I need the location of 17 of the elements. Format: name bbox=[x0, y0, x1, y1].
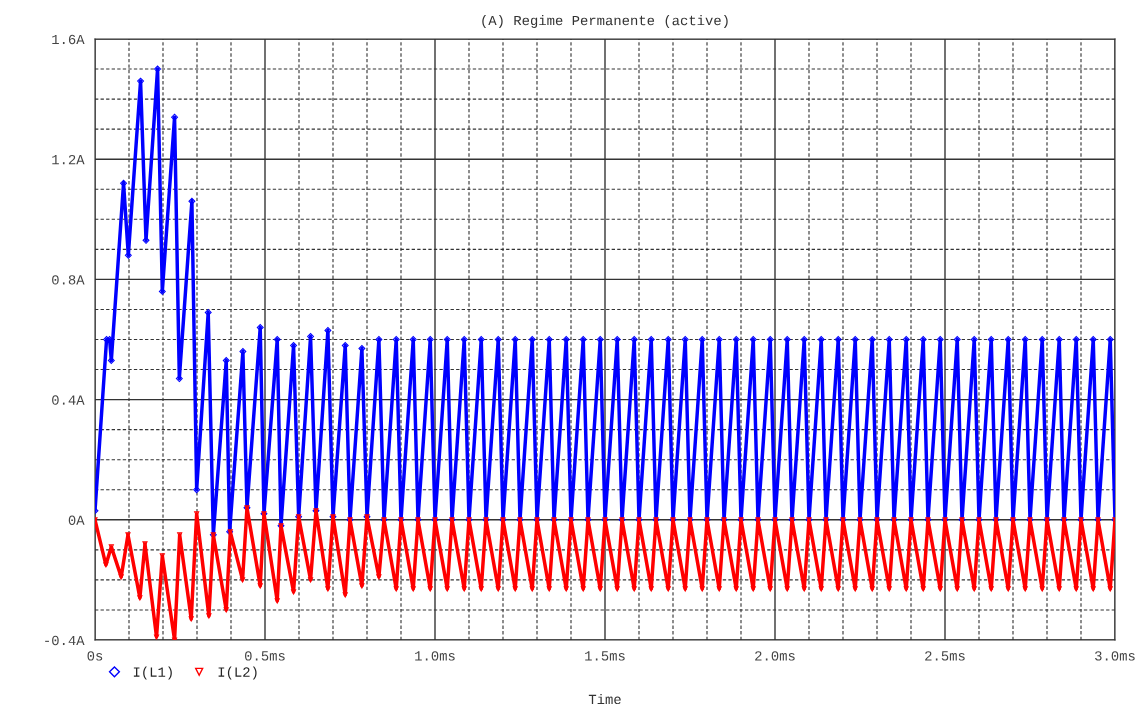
legend-label: I(L1) bbox=[133, 666, 172, 680]
y-tick-label: 0.8A bbox=[52, 275, 85, 285]
y-tick-label: 1.2A bbox=[52, 154, 85, 165]
chart-title: (A) Regime Permanente (active) bbox=[482, 15, 728, 28]
y-tick-label: -0.4A bbox=[45, 635, 85, 646]
y-tick-label: 0.4A bbox=[52, 395, 85, 405]
x-tick-label: 2.5ms bbox=[925, 651, 965, 661]
y-tick-label: 1.6A bbox=[52, 34, 85, 45]
x-tick-label: 0s bbox=[87, 651, 103, 661]
x-axis-title: Time bbox=[588, 693, 621, 705]
legend-label: I(L2) bbox=[218, 666, 257, 680]
x-tick-label: 1.0ms bbox=[415, 651, 455, 661]
y-tick-label: 0A bbox=[68, 515, 85, 525]
x-tick-label: 1.5ms bbox=[585, 651, 625, 661]
x-tick-label: 3.0ms bbox=[1095, 651, 1135, 661]
x-tick-label: 0.5ms bbox=[245, 651, 285, 661]
x-tick-label: 2.0ms bbox=[755, 651, 795, 661]
